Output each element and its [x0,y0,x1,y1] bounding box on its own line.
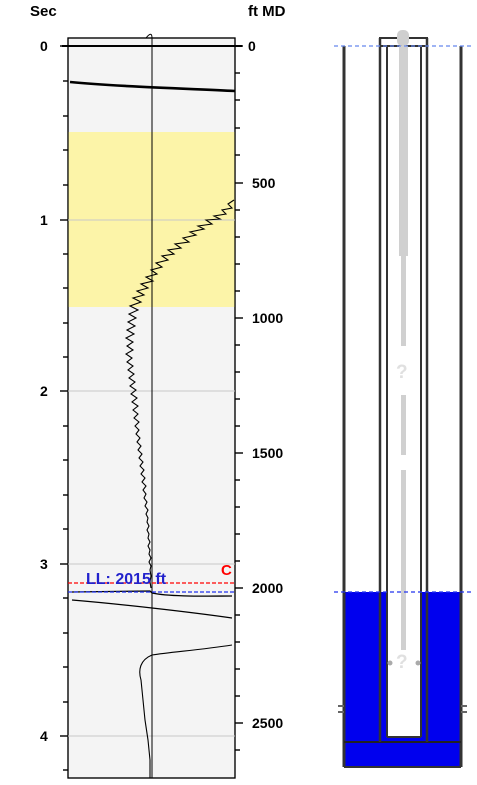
liquid-level-label: LL: 2015 ft [86,571,167,588]
depth-axis [235,45,243,751]
depth-tick-2000: 2000 [252,580,283,596]
shot-signal [69,80,236,93]
rod-string-lower [401,395,406,455]
unknown-rod-marker-lower: ? [396,652,408,673]
time-axis-label: Sec [30,3,57,20]
echo-return [71,599,233,619]
rod-string-upper [399,46,408,256]
depth-axis-label: ft MD [248,3,286,20]
rod-string-mid [401,256,406,346]
rod-top [397,30,409,46]
depth-tick-500: 500 [252,175,276,191]
depth-tick-1000: 1000 [252,310,283,326]
time-tick-0: 0 [40,38,48,54]
wellbore-diagram[interactable]: ? ? [334,30,472,768]
time-tick-4: 4 [40,728,48,744]
time-tick-1: 1 [40,212,48,228]
depth-tick-1500: 1500 [252,445,283,461]
rod-string-bottom [401,470,406,650]
depth-tick-2500: 2500 [252,715,283,731]
casing-couplings [338,705,467,713]
acoustic-trace-panel[interactable]: LL: 2015 ft C [40,33,283,779]
unknown-rod-marker-upper: ? [396,362,408,383]
collar-label: C [221,562,232,579]
depth-tick-0: 0 [248,38,256,54]
liquid-level-echo [71,590,233,597]
time-tick-2: 2 [40,383,48,399]
time-tick-3: 3 [40,556,48,572]
acoustic-trace-upper [124,199,235,589]
time-axis [60,45,68,771]
acoustic-trace-lower [139,644,233,778]
